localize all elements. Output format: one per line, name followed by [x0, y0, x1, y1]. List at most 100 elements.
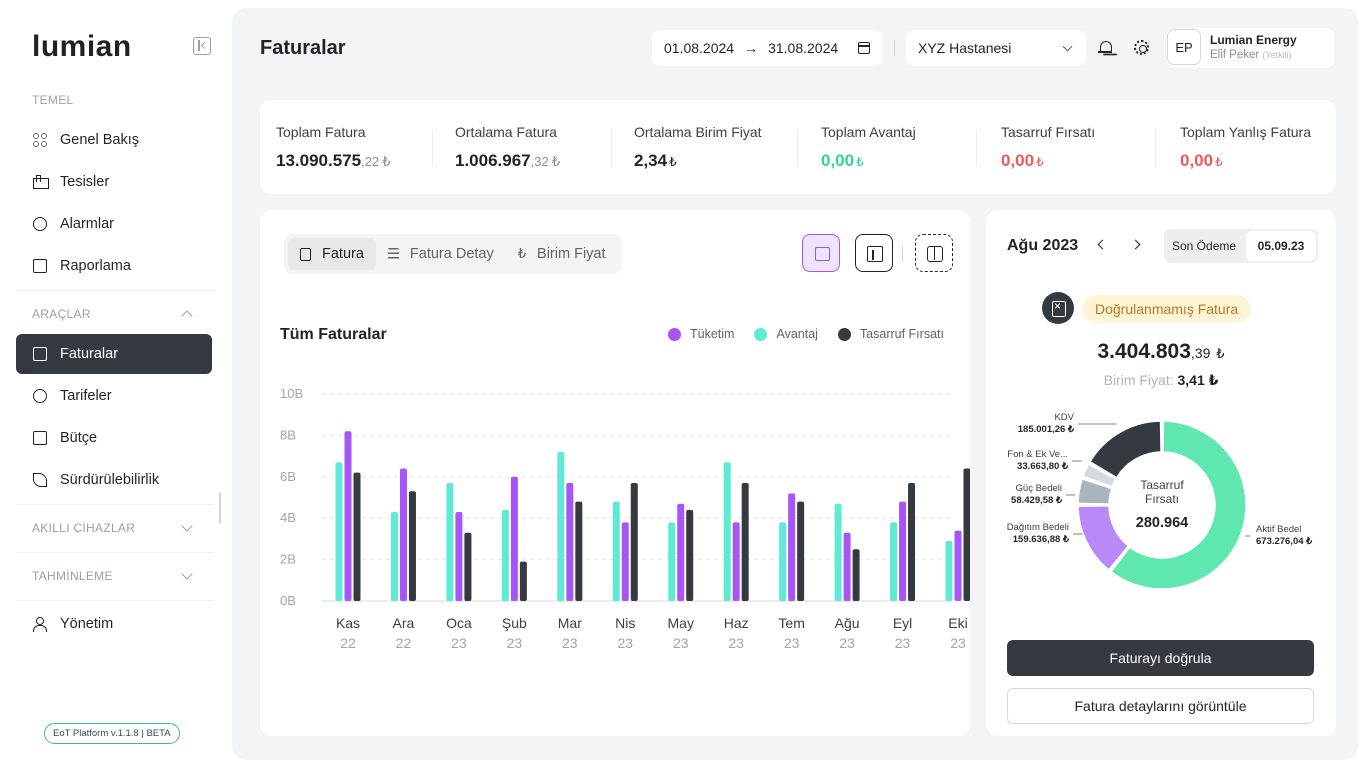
- x-tick-year-label: 23: [839, 635, 855, 651]
- chart-view-button[interactable]: [802, 234, 840, 272]
- legend-item-tuketim[interactable]: Tüketim: [668, 327, 734, 341]
- donut-center-title: Tasarruf: [1140, 478, 1184, 492]
- gear-icon[interactable]: [1134, 40, 1149, 55]
- lumian-logo[interactable]: lumian: [32, 30, 132, 63]
- chevron-down-icon: [1062, 41, 1073, 52]
- view-invoice-details-button[interactable]: Fatura detaylarını görüntüle: [1007, 688, 1314, 724]
- bar-avantaj: [668, 522, 676, 601]
- sidebar-item-surdurulebilirlik[interactable]: Sürdürülebilirlik: [16, 460, 212, 500]
- bar-avantaj: [335, 462, 343, 601]
- sidebar-item-label: Bütçe: [60, 430, 98, 446]
- collapse-sidebar-icon[interactable]: [193, 37, 211, 55]
- tab-fatura-detay[interactable]: Fatura Detay: [376, 238, 506, 270]
- kpi-value-int: 1.006.967: [455, 151, 531, 170]
- table-view-button[interactable]: [855, 234, 893, 272]
- legend-label: Tasarruf Fırsatı: [859, 327, 944, 341]
- split-view-button[interactable]: [915, 234, 953, 272]
- section-tahminleme[interactable]: TAHMİNLEME: [32, 569, 113, 583]
- invoice-card: Ağu 2023 Son Ödeme 05.09.23 Doğrulanmamı…: [986, 210, 1336, 736]
- chart-legend: Tüketim Avantaj Tasarruf Fırsatı: [668, 327, 944, 341]
- list-icon: [387, 247, 399, 261]
- tab-birim-fiyat[interactable]: ₺ Birim Fiyat: [506, 238, 618, 270]
- sidebar-scrollbar[interactable]: [219, 492, 221, 524]
- kpi-label: Tasarruf Fırsatı: [1001, 124, 1096, 140]
- due-date-pill: Son Ödeme 05.09.23: [1164, 229, 1318, 263]
- x-tick-year-label: 23: [673, 635, 689, 651]
- bell-icon[interactable]: [1098, 40, 1112, 55]
- bar-avantaj: [945, 540, 953, 601]
- sidebar-item-label: Alarmlar: [60, 216, 114, 232]
- bar-tasarruf-fırsatı: [630, 483, 638, 601]
- divider: [797, 130, 798, 166]
- tab-fatura[interactable]: Fatura: [288, 238, 376, 270]
- bar-avantaj: [557, 451, 565, 601]
- bar-tüketim: [566, 483, 574, 601]
- chevron-down-icon[interactable]: [181, 568, 193, 580]
- bar-tüketim: [732, 522, 740, 601]
- x-tick-label: Kas: [336, 615, 360, 631]
- chevron-up-icon[interactable]: [181, 310, 193, 322]
- legend-item-avantaj[interactable]: Avantaj: [754, 327, 818, 341]
- bar-tüketim: [843, 532, 851, 601]
- version-badge: EoT Platform v.1.1.8 | BETA: [44, 723, 180, 744]
- kpi-value-int: 2,34: [634, 151, 668, 170]
- unit-price: Birim Fiyat: 3,41 ₺: [986, 372, 1336, 389]
- x-tick-year-label: 23: [562, 635, 578, 651]
- divider: [432, 130, 433, 166]
- invoice-icon: [33, 347, 47, 361]
- kpi-label: Ortalama Birim Fiyat: [634, 124, 762, 140]
- donut-slice-value: 673.276,04 ₺: [1256, 536, 1313, 547]
- sidebar-item-faturalar[interactable]: Faturalar: [16, 334, 212, 374]
- bar-tüketim: [399, 468, 407, 601]
- x-tick-label: Ağu: [835, 615, 860, 631]
- bar-tasarruf-fırsatı: [686, 509, 694, 601]
- sidebar-item-tarifeler[interactable]: Tarifeler: [16, 376, 212, 416]
- kpi-value: 0,00 ₺: [1180, 151, 1223, 171]
- divider: [16, 290, 214, 291]
- sidebar-item-yonetim[interactable]: Yönetim: [16, 604, 212, 644]
- legend-swatch: [668, 327, 681, 341]
- kpi-total-advantage: Toplam Avantaj 0,00 ₺: [805, 100, 981, 194]
- chevron-down-icon[interactable]: [181, 520, 193, 532]
- tariff-icon: [33, 389, 47, 403]
- chevron-right-icon[interactable]: [1130, 239, 1141, 250]
- amount-int: 3.404.803: [1097, 340, 1191, 363]
- y-tick-label: 10B: [280, 386, 303, 401]
- date-range-picker[interactable]: 01.08.2024 → 31.08.2024: [652, 30, 882, 66]
- divider: [976, 130, 977, 166]
- avatar[interactable]: EP: [1167, 29, 1201, 65]
- facility-select[interactable]: XYZ Hastanesi: [906, 30, 1086, 66]
- currency-symbol: ₺: [856, 155, 864, 169]
- user-name: Elif Peker (Yetkili): [1210, 49, 1292, 61]
- y-tick-label: 8B: [280, 427, 296, 442]
- kpi-label: Ortalama Fatura: [455, 124, 557, 140]
- sidebar-item-label: Raporlama: [60, 258, 131, 274]
- user-menu[interactable]: EP Lumian Energy Elif Peker (Yetkili): [1166, 28, 1334, 68]
- page-title: Faturalar: [260, 37, 346, 59]
- divider: [16, 552, 214, 553]
- section-araclar[interactable]: ARAÇLAR: [32, 307, 91, 321]
- sidebar-item-alarmlar[interactable]: Alarmlar: [16, 204, 212, 244]
- legend-item-tasarruf[interactable]: Tasarruf Fırsatı: [837, 327, 944, 341]
- sidebar-item-raporlama[interactable]: Raporlama: [16, 246, 212, 286]
- sidebar-item-genel-bakis[interactable]: Genel Bakış: [16, 120, 212, 160]
- bar-tasarruf-fırsatı: [519, 561, 527, 601]
- y-tick-label: 2B: [280, 552, 296, 567]
- user-role: (Yetkili): [1262, 50, 1292, 60]
- verify-invoice-button[interactable]: Faturayı doğrula: [1007, 640, 1314, 676]
- bar-tasarruf-fırsatı: [464, 532, 472, 601]
- legend-swatch: [837, 327, 851, 341]
- sidebar-item-butce[interactable]: Bütçe: [16, 418, 212, 458]
- excel-icon[interactable]: [1042, 292, 1074, 324]
- donut-slice-dagitim: [1077, 505, 1130, 571]
- kpi-value: 0,00 ₺: [821, 151, 864, 171]
- lira-icon: ₺: [517, 246, 527, 261]
- grid-icon: [33, 133, 47, 147]
- section-akilli-cihazlar[interactable]: AKILLI CİHAZLAR: [32, 521, 136, 535]
- sidebar-item-tesisler[interactable]: Tesisler: [16, 162, 212, 202]
- donut-slice-value: 159.636,88 ₺: [1013, 534, 1070, 545]
- chevron-left-icon[interactable]: [1097, 239, 1108, 250]
- x-tick-year-label: 23: [507, 635, 523, 651]
- invoice-amount: 3.404.803,39 ₺: [986, 340, 1336, 364]
- user-gear-icon: [33, 617, 47, 632]
